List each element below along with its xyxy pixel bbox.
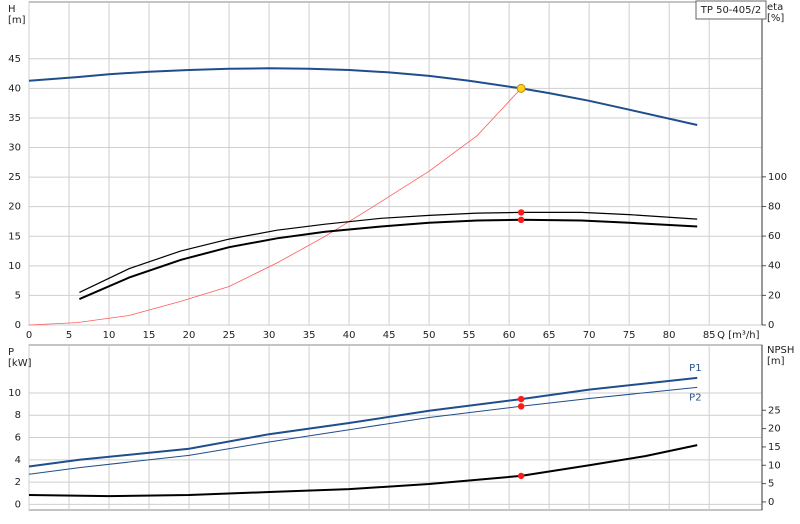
- series-line: [28, 444, 698, 498]
- duty-point: [517, 209, 525, 216]
- y-tick-label: 45: [8, 54, 21, 65]
- series-label: P1: [689, 363, 701, 374]
- y2-tick-label: 10: [768, 460, 781, 471]
- x-tick-label: 45: [383, 330, 396, 341]
- y2-tick-label: 25: [768, 405, 781, 416]
- y2-tick-label: 60: [768, 231, 781, 242]
- duty-point: [517, 403, 525, 410]
- y2-tick-label: 20: [768, 290, 781, 301]
- y-axis-unit: [m]: [8, 15, 26, 26]
- y-tick-label: 2: [15, 477, 21, 488]
- y2-tick-label: 40: [768, 261, 781, 272]
- series-line: [28, 386, 698, 475]
- y2-axis-label: eta: [767, 2, 783, 13]
- y2-tick-label: 5: [768, 479, 774, 490]
- series-line: [28, 376, 698, 468]
- series-line: [28, 67, 698, 126]
- x-tick-label: 75: [623, 330, 636, 341]
- x-tick-label: 25: [223, 330, 236, 341]
- y-axis-label: H: [8, 4, 16, 15]
- y-tick-label: 6: [15, 433, 21, 444]
- y-tick-label: 30: [8, 143, 21, 154]
- y2-tick-label: 15: [768, 442, 781, 453]
- y2-axis-label: NPSH: [767, 345, 794, 356]
- series-line: [28, 88, 522, 326]
- y-tick-label: 20: [8, 202, 21, 213]
- x-tick-label: 35: [303, 330, 316, 341]
- y-tick-label: 15: [8, 231, 21, 242]
- x-tick-label: 50: [423, 330, 436, 341]
- y-tick-label: 35: [8, 113, 21, 124]
- y-tick-label: 40: [8, 83, 21, 94]
- duty-point: [517, 472, 525, 480]
- x-tick-label: 80: [663, 330, 676, 341]
- x-tick-label: 70: [583, 330, 596, 341]
- y2-tick-label: 0: [768, 497, 774, 508]
- y2-axis-unit: [%]: [767, 13, 784, 24]
- y2-tick-label: 80: [768, 201, 781, 212]
- y2-tick-label: 0: [768, 320, 774, 331]
- x-tick-label: 5: [66, 330, 72, 341]
- y-tick-label: 10: [8, 261, 21, 272]
- y-tick-label: 4: [15, 455, 21, 466]
- y2-tick-label: 100: [768, 172, 787, 183]
- x-tick-label: 65: [543, 330, 556, 341]
- x-tick-label: 55: [463, 330, 476, 341]
- y-tick-label: 5: [15, 290, 21, 301]
- y-tick-label: 0: [15, 320, 21, 331]
- x-tick-label: 30: [263, 330, 276, 341]
- series-line: [79, 211, 698, 293]
- title-box: [695, 0, 767, 20]
- duty-point: [517, 216, 525, 224]
- y-tick-label: 0: [15, 499, 21, 510]
- x-tick-label: 85: [703, 330, 716, 341]
- x-axis-label: Q [m³/h]: [717, 330, 759, 341]
- y-axis-label: P: [8, 347, 14, 358]
- y2-axis-unit: [m]: [767, 356, 785, 367]
- plot-frame: [28, 1, 763, 326]
- x-tick-label: 0: [26, 330, 32, 341]
- x-tick-label: 40: [343, 330, 356, 341]
- y-tick-label: 25: [8, 172, 21, 183]
- series-line: [79, 218, 698, 301]
- y2-tick-label: 20: [768, 424, 781, 435]
- x-tick-label: 20: [183, 330, 196, 341]
- duty-point: [517, 395, 525, 403]
- y-tick-label: 10: [8, 388, 21, 399]
- duty-point: [516, 83, 526, 93]
- x-tick-label: 10: [103, 330, 116, 341]
- series-label: P2: [689, 392, 701, 403]
- y-axis-unit: [kW]: [8, 358, 32, 369]
- x-tick-label: 60: [503, 330, 516, 341]
- chart-title: TP 50-405/2: [700, 5, 761, 16]
- y-tick-label: 8: [15, 410, 21, 421]
- x-tick-label: 15: [143, 330, 156, 341]
